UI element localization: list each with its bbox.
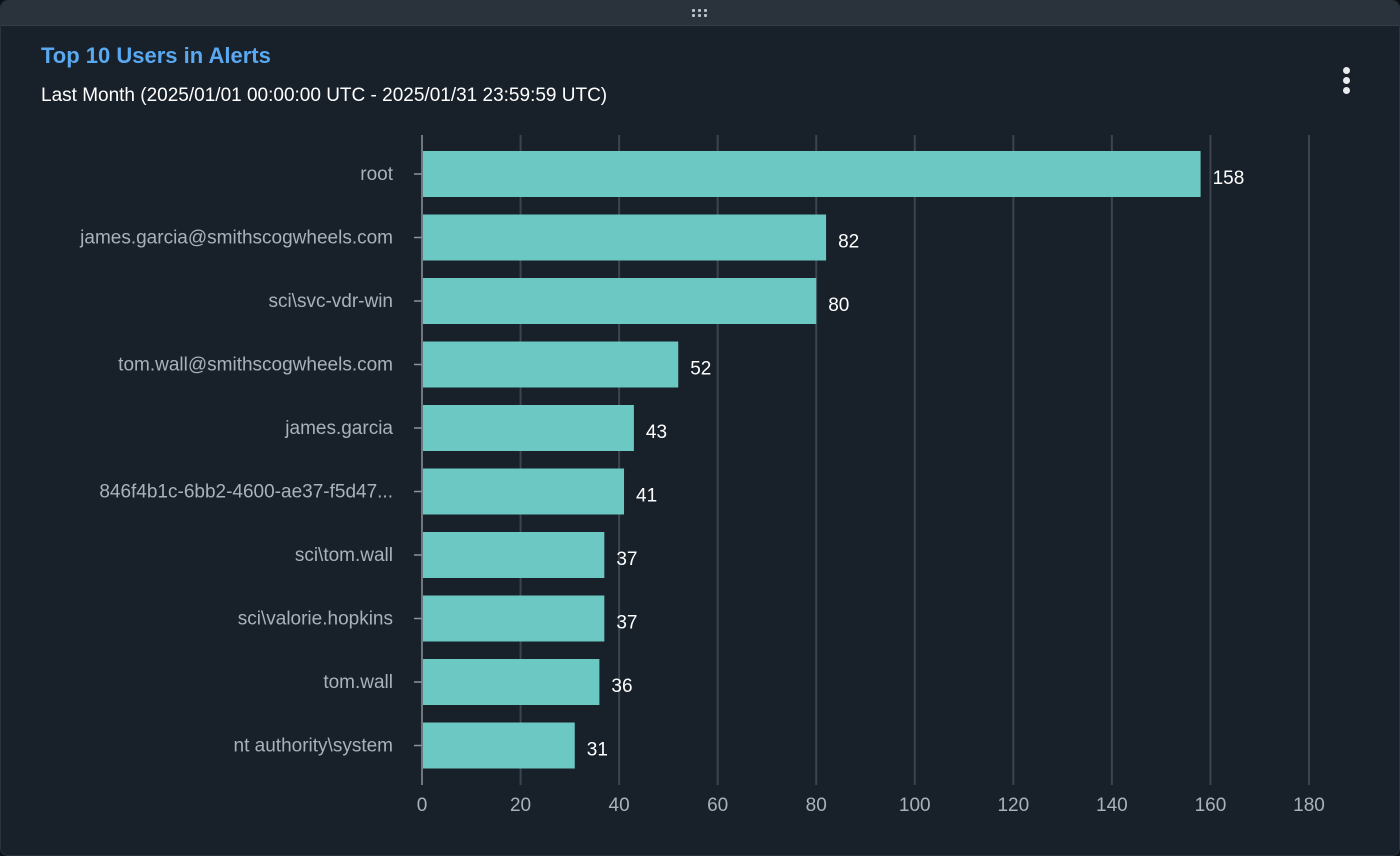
bar [423,405,634,451]
category-label: sci\tom.wall [295,545,393,566]
x-tick-label: 60 [707,795,728,816]
bar [423,659,600,705]
x-tick-label: 100 [899,795,931,816]
category-label: tom.wall [323,672,393,693]
x-tick-label: 180 [1293,795,1325,816]
bar [423,214,827,261]
bar [423,532,605,578]
data-label: 43 [646,422,667,443]
bar [423,722,575,769]
data-label: 37 [616,549,637,570]
bar [423,341,679,388]
x-tick-label: 160 [1195,795,1227,816]
category-label: james.garcia [284,418,393,439]
x-tick-label: 40 [609,795,630,816]
panel-subtitle: Last Month (2025/01/01 00:00:00 UTC - 20… [41,85,608,106]
x-tick-label: 0 [417,795,428,816]
x-tick-label: 140 [1096,795,1128,816]
category-label: nt authority\system [234,736,393,757]
panel-title: Top 10 Users in Alerts [41,43,271,68]
x-tick-label: 20 [510,795,531,816]
bar [423,595,605,642]
x-tick-label: 120 [997,795,1029,816]
category-label: sci\valorie.hopkins [238,609,393,630]
category-label: 846f4b1c-6bb2-4600-ae37-f5d47... [99,482,393,503]
data-label: 36 [611,676,632,697]
data-label: 80 [828,295,849,316]
x-tick-label: 80 [806,795,827,816]
data-label: 41 [636,486,657,507]
drag-handle-icon[interactable] [692,9,710,19]
data-label: 158 [1213,168,1245,189]
category-label: sci\svc-vdr-win [268,291,393,312]
panel-drag-bar[interactable] [1,1,1399,26]
category-label: root [360,164,393,185]
data-label: 82 [838,232,859,253]
data-label: 37 [616,613,637,634]
kebab-menu-icon[interactable] [1335,63,1359,99]
bar [423,278,817,324]
category-label: tom.wall@smithscogwheels.com [118,355,393,376]
category-label: james.garcia@smithscogwheels.com [79,228,393,249]
bar [423,151,1201,197]
bar [423,468,625,515]
data-label: 52 [690,359,711,380]
data-label: 31 [587,740,608,761]
